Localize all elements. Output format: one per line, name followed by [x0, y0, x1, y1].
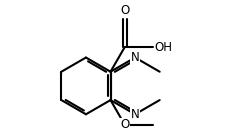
Text: O: O — [120, 118, 129, 131]
Text: OH: OH — [154, 41, 172, 54]
Text: N: N — [130, 108, 139, 121]
Text: N: N — [130, 51, 139, 64]
Text: O: O — [120, 4, 129, 17]
